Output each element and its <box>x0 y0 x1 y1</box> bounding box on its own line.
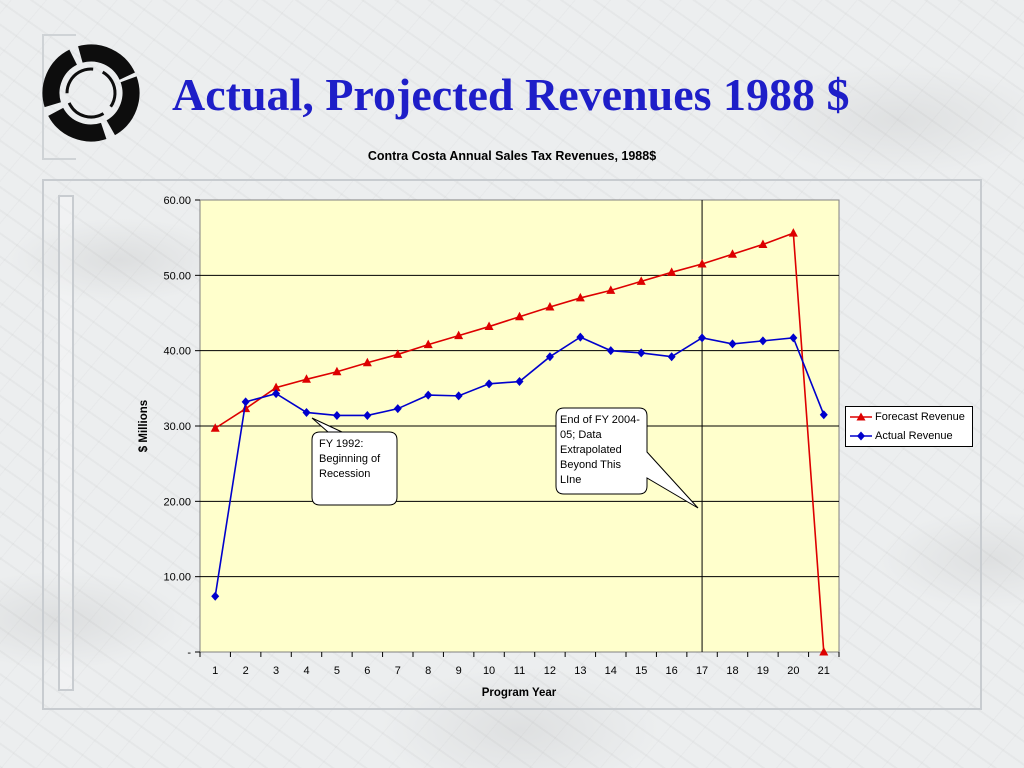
legend-item-actual: Actual Revenue <box>850 429 953 443</box>
actual-point <box>667 352 676 362</box>
forecast-point <box>819 647 829 656</box>
forecast-point <box>788 228 798 237</box>
actual-point <box>302 407 311 417</box>
y-tick-label: 20.00 <box>163 496 191 508</box>
y-tick-label: 60.00 <box>163 195 191 207</box>
actual-point <box>454 391 463 401</box>
x-tick-label: 5 <box>334 665 340 677</box>
x-tick-label: 16 <box>666 665 678 677</box>
callout-extrapolation-line-5: LIne <box>560 474 581 486</box>
legend-item-forecast: Forecast Revenue <box>850 410 965 424</box>
x-axis-label: Program Year <box>482 687 557 699</box>
callout-extrapolation-line-4: Beyond This <box>560 459 621 471</box>
forecast-point <box>332 366 342 376</box>
actual-point <box>728 339 737 349</box>
actual-point <box>332 410 341 420</box>
callout-extrapolation-line-1: End of FY 2004- <box>560 414 640 426</box>
y-tick-label: 10.00 <box>163 572 191 584</box>
forecast-point <box>728 249 737 258</box>
y-axis-label: $ Millions <box>138 400 150 452</box>
y-tick-label: 50.00 <box>163 270 191 282</box>
forecast-point <box>302 374 311 383</box>
forecast-point <box>210 423 220 432</box>
x-tick-label: 9 <box>456 665 462 677</box>
legend-forecast-label: Forecast Revenue <box>875 411 965 423</box>
actual-point <box>424 390 433 400</box>
actual-point <box>545 352 554 362</box>
gridlines <box>200 274 839 578</box>
x-axis-ticks: 1 2 3 4 5 6 7 8 9 10 11 12 13 14 15 16 17 18 19 20 21 <box>199 652 840 677</box>
chart-frame <box>42 179 982 710</box>
x-tick-label: 8 <box>425 665 431 677</box>
forecast-point <box>241 403 251 413</box>
x-tick-label: 17 <box>696 665 708 677</box>
x-tick-label: 11 <box>514 665 525 677</box>
forecast-point <box>758 239 768 248</box>
chart-title: Contra Costa Annual Sales Tax Revenues, … <box>367 149 657 163</box>
forecast-point <box>667 267 677 276</box>
callout-recession-line-2: Beginning of <box>319 453 381 465</box>
callout-recession-line-3: Recession <box>319 468 370 480</box>
forecast-point <box>423 339 433 349</box>
actual-point <box>485 379 494 389</box>
x-tick-label: 14 <box>605 665 617 677</box>
legend-actual-label: Actual Revenue <box>875 430 953 442</box>
callout-extrapolation-shape <box>555 407 699 509</box>
callout-recession-shape <box>311 417 398 506</box>
forecast-point <box>454 330 464 340</box>
scrollbar[interactable] <box>58 195 74 691</box>
forecast-point <box>545 301 555 311</box>
forecast-point <box>575 292 585 302</box>
actual-point <box>363 410 372 420</box>
forecast-point <box>636 276 646 285</box>
x-tick-label: 15 <box>635 665 647 677</box>
actual-point <box>758 336 767 346</box>
x-tick-label: 19 <box>757 665 769 677</box>
x-tick-label: 10 <box>483 665 495 677</box>
forecast-point <box>606 285 616 294</box>
forecast-point <box>271 382 281 392</box>
x-tick-label: 21 <box>818 665 830 677</box>
x-tick-label: 6 <box>364 665 370 677</box>
x-tick-label: 7 <box>395 665 401 677</box>
actual-point <box>819 410 828 420</box>
x-tick-label: 2 <box>243 665 249 677</box>
y-axis-ticks: - 10.00 20.00 30.00 40.00 50.00 60.00 <box>163 195 200 659</box>
actual-point <box>637 348 646 358</box>
legend-forecast-swatch <box>850 412 872 421</box>
actual-point <box>789 333 798 343</box>
x-tick-label: 12 <box>544 665 556 677</box>
forecast-point <box>362 357 372 367</box>
x-tick-label: 4 <box>303 665 309 677</box>
page-title: Actual, Projected Revenues 1988 $ <box>172 69 850 120</box>
y-tick-label: - <box>187 647 191 659</box>
legend: Forecast Revenue Actual Revenue <box>845 406 973 447</box>
callout-recession-line-1: FY 1992: <box>319 438 363 450</box>
forecast-point <box>697 259 707 268</box>
logo-icon <box>42 44 140 142</box>
x-tick-label: 3 <box>273 665 279 677</box>
actual-point <box>606 346 615 356</box>
actual-point <box>241 397 250 407</box>
y-tick-label: 40.00 <box>163 346 191 358</box>
series-layer <box>210 228 829 656</box>
actual-point <box>515 377 524 387</box>
legend-actual-swatch <box>850 431 872 441</box>
forecast-point <box>515 311 524 321</box>
x-tick-label: 18 <box>726 665 738 677</box>
forecast-point <box>393 349 403 358</box>
callout-extrapolation-line-3: Extrapolated <box>560 444 622 456</box>
x-tick-label: 1 <box>212 665 218 677</box>
actual-point <box>272 389 281 399</box>
callout-extrapolation-line-2: 05; Data <box>560 429 602 441</box>
forecast-point <box>484 321 494 331</box>
actual-point <box>576 332 585 342</box>
x-tick-label: 20 <box>787 665 799 677</box>
x-tick-label: 13 <box>574 665 586 677</box>
actual-point <box>211 591 220 601</box>
actual-point <box>393 404 402 414</box>
actual-point <box>698 333 707 343</box>
y-tick-label: 30.00 <box>163 421 191 433</box>
